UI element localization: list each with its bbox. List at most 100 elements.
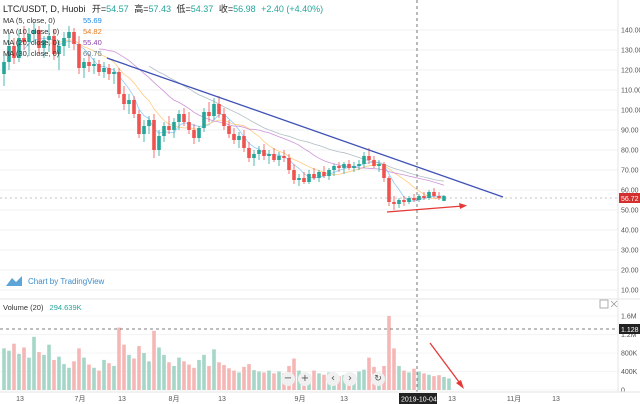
volume-legend[interactable]: Volume (20) 294.639K (3, 303, 82, 312)
candle-body (362, 156, 366, 164)
candle-body (252, 154, 256, 158)
candle-body (317, 172, 321, 178)
candle-body (172, 122, 176, 130)
volume-bar (82, 357, 86, 390)
candle-body (327, 170, 331, 176)
price-tick-label: 90.00 (621, 128, 639, 135)
candle-body (127, 100, 131, 104)
candle-body (87, 62, 91, 66)
candle-body (42, 40, 46, 48)
volume-bar (207, 365, 211, 390)
candle-body (147, 120, 151, 126)
candle-body (72, 32, 76, 44)
volume-settings-icon[interactable] (599, 299, 609, 309)
price-tick-label: 60.00 (621, 188, 639, 195)
reset-chart-button[interactable]: ↻ (371, 372, 385, 386)
volume-bar (137, 346, 141, 390)
volume-bar (222, 365, 226, 390)
volume-bar (127, 354, 131, 390)
ma-legend-row[interactable]: MA (20, close, 0) 55.40 (3, 38, 102, 47)
candle-body (117, 72, 121, 94)
candle-body (197, 128, 201, 138)
scroll-left-button[interactable]: ‹ (326, 372, 340, 386)
volume-bar (157, 347, 161, 390)
price-tick-label: 120.00 (621, 68, 640, 75)
volume-bar (357, 371, 361, 390)
scroll-right-button[interactable]: › (343, 372, 357, 386)
volume-bar (392, 348, 396, 390)
volume-bar (232, 370, 236, 390)
candle-body (347, 164, 351, 168)
price-axis[interactable]: 140.00 130.00 120.00 110.00 100.00 90.00 80.00… (621, 28, 640, 295)
high-label: 高= (134, 4, 149, 14)
volume-bar (272, 373, 276, 390)
zoom-out-button[interactable]: − (281, 372, 295, 386)
volume-bar (17, 353, 21, 390)
grid (0, 29, 618, 391)
chart-nav-toolbar: − + ‹ › ↻ (281, 372, 385, 386)
candle-body (407, 198, 411, 202)
volume-bar (177, 357, 181, 390)
volume-axis[interactable]: 1.6M 1.2M 800K 400K 0 (621, 314, 638, 395)
low-label: 低= (176, 4, 191, 14)
candle-body (2, 62, 6, 74)
volume-bar (67, 367, 71, 390)
price-tick-label: 40.00 (621, 228, 639, 235)
price-tick-label: 30.00 (621, 248, 639, 255)
change-value: +2.40 (+4.40%) (261, 4, 324, 14)
price-tick-label: 50.00 (621, 208, 639, 215)
candle-body (287, 158, 291, 170)
volume-close-icon[interactable] (610, 300, 618, 308)
time-tick-label: 8月 (169, 395, 180, 403)
zoom-in-button[interactable]: + (298, 372, 312, 386)
open-label: 开= (91, 4, 107, 14)
price-tick-label: 110.00 (621, 88, 640, 95)
price-tick-label: 70.00 (621, 168, 639, 175)
volume-bar (247, 364, 251, 390)
candle-body (312, 174, 316, 178)
price-tick-label: 130.00 (621, 48, 640, 55)
candle-body (272, 154, 276, 160)
volume-label: Volume (20) (3, 303, 44, 312)
volume-tick-label: 1.2M (621, 332, 637, 339)
candle-body (297, 178, 301, 180)
volume-bar (362, 369, 366, 390)
volume-marker-tag (619, 324, 640, 334)
open-value: 54.57 (106, 4, 129, 14)
volume-bar (402, 370, 406, 390)
volume-arrow-head (456, 380, 464, 389)
candle-body (82, 62, 86, 68)
close-value: 56.98 (233, 4, 256, 14)
volume-bar (322, 374, 326, 390)
ma-legend-row[interactable]: MA (10, close, 0) 54.82 (3, 27, 102, 36)
volume-bar (57, 356, 61, 390)
candle-body (142, 126, 146, 134)
support-arrow-head (459, 203, 467, 209)
volume-bar (27, 357, 31, 390)
candle-body (332, 166, 336, 170)
volume-bar (267, 370, 271, 390)
candle-body (107, 68, 111, 74)
ma-legend: MA (5, close, 0) 55.69 MA (10, close, 0) 5… (3, 15, 102, 59)
volume-bar (262, 372, 266, 390)
candle-body (212, 104, 216, 116)
candle-body (412, 198, 416, 200)
symbol-header: LTC/USDT, D, Huobi 开=54.57 高=57.43 低=54.… (3, 2, 323, 15)
time-tick-label: 13 (118, 396, 126, 403)
candle-body (37, 30, 41, 48)
volume-bar (52, 359, 56, 390)
ma-legend-row[interactable]: MA (30, close, 0) 60.75 (3, 49, 102, 58)
candle-body (337, 166, 341, 168)
trendline[interactable] (106, 57, 504, 198)
volume-bar (7, 350, 11, 390)
ma-legend-row[interactable]: MA (5, close, 0) 55.69 (3, 16, 102, 25)
price-tick-label: 100.00 (621, 108, 640, 115)
low-value: 54.37 (190, 4, 214, 14)
volume-bar (42, 354, 46, 390)
time-axis[interactable]: 13 7月 13 8月 13 9月 13 13 11月 13 (16, 395, 560, 403)
candle-body (157, 136, 161, 150)
candle-body (207, 112, 211, 116)
time-tick-label: 9月 (295, 395, 306, 403)
tradingview-watermark[interactable]: Chart by TradingView (6, 276, 104, 286)
